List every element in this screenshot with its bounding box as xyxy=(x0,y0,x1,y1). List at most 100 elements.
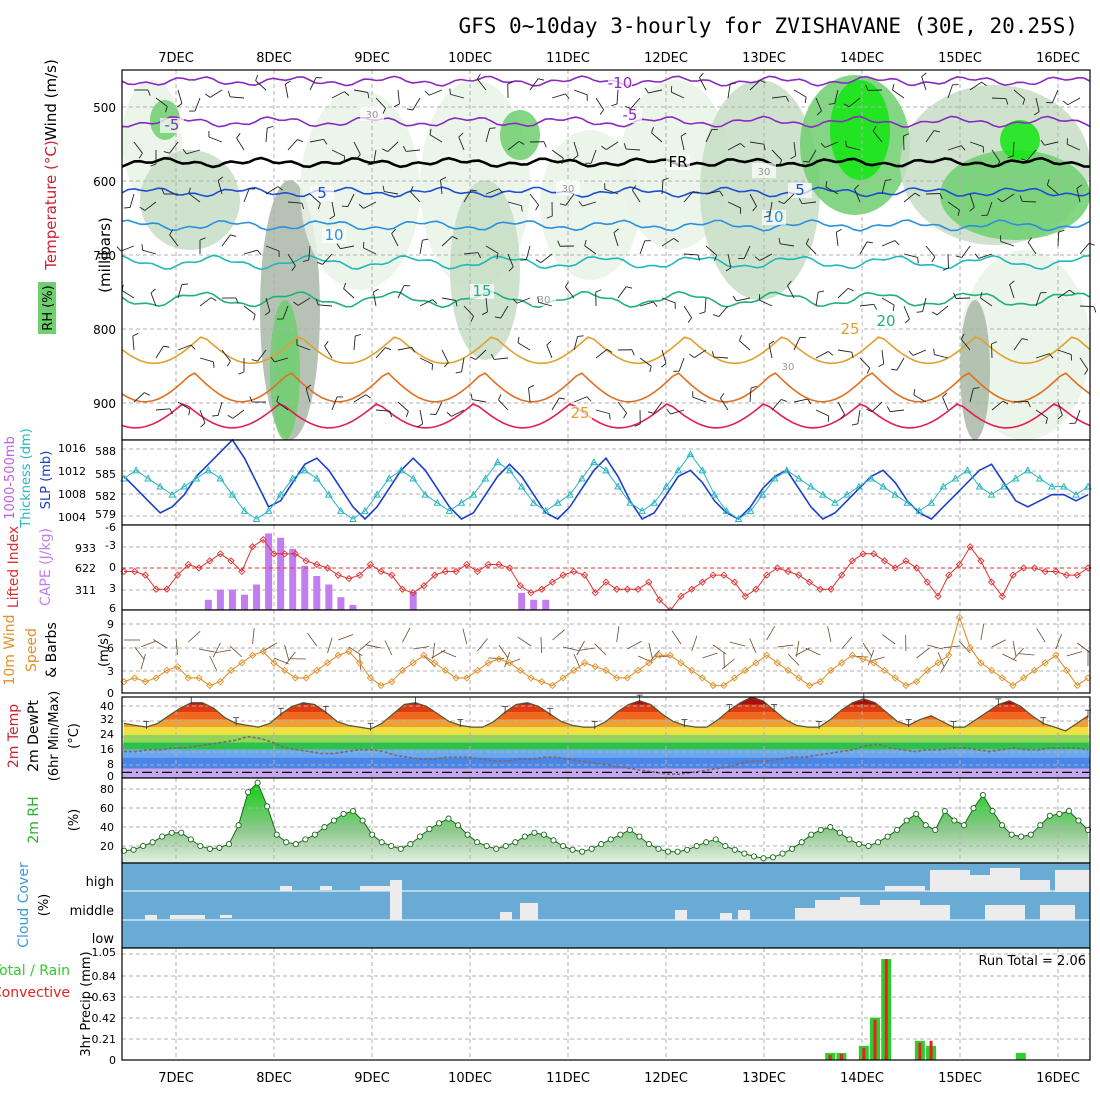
wind10-barb xyxy=(441,650,457,658)
rh-marker xyxy=(464,831,471,838)
wind10-barb xyxy=(175,639,178,656)
rh-marker xyxy=(769,854,777,861)
wind-barb-flag xyxy=(535,259,542,264)
contour-label-bg xyxy=(752,163,776,178)
wind-barb xyxy=(759,299,773,307)
wind-barb xyxy=(683,191,694,203)
date-top: 15DEC xyxy=(938,51,982,66)
rh-marker xyxy=(302,836,309,843)
y-tick-right: 1016 xyxy=(58,442,86,455)
wind10-marker xyxy=(291,674,300,682)
wind-barb xyxy=(947,84,953,99)
wind10-marker xyxy=(623,674,632,682)
wind10-barb xyxy=(795,640,800,657)
lifted-marker xyxy=(238,567,246,576)
wind10-marker xyxy=(206,681,214,690)
date-bottom: 7DEC xyxy=(158,1071,194,1086)
wind-barb xyxy=(155,97,168,107)
wind-barb xyxy=(595,409,610,415)
wind10-marker xyxy=(1030,666,1039,675)
wind-barb xyxy=(1079,242,1090,255)
wind10-barb xyxy=(563,646,579,651)
wind-barb-flag xyxy=(344,91,350,96)
y-tick: 500 xyxy=(93,101,116,115)
rh-marker xyxy=(960,822,967,829)
thickness-marker xyxy=(722,506,731,514)
wind-barb-flag xyxy=(845,140,847,147)
wind-barb xyxy=(683,253,698,256)
wind-barb xyxy=(1057,401,1063,416)
wind-barb-flag xyxy=(623,143,627,150)
wind-barb-flag xyxy=(921,72,927,78)
wind-barb xyxy=(322,253,333,265)
wind10-marker xyxy=(730,674,739,682)
contour-label-bg xyxy=(470,284,494,299)
wind-barb-flag xyxy=(512,298,518,304)
date-top: 11DEC xyxy=(546,51,590,66)
wind-barb-flag xyxy=(687,317,692,323)
lifted-marker xyxy=(377,567,385,576)
wind-barb-flag xyxy=(255,74,259,81)
wind-barb-flag xyxy=(116,246,122,252)
wind10-marker xyxy=(1073,681,1081,690)
wind-barb xyxy=(397,285,405,299)
thickness-marker xyxy=(349,514,357,522)
cape-bar xyxy=(530,599,538,610)
wind-barb xyxy=(372,292,377,307)
cloud-level: middle xyxy=(70,904,114,919)
wind-barb xyxy=(463,252,478,255)
wind-barb xyxy=(507,141,520,151)
lifted-marker xyxy=(152,585,160,593)
wind-barb-flag xyxy=(355,333,362,337)
thickness-marker xyxy=(758,490,767,498)
wind-barb-flag xyxy=(517,336,520,343)
thickness-marker xyxy=(638,506,646,514)
wind-barb-flag xyxy=(820,142,826,148)
wind-barb xyxy=(727,253,732,268)
cloud-cell xyxy=(840,897,860,920)
wind-barb xyxy=(661,297,676,304)
wind-barb xyxy=(133,141,143,154)
wind-barb xyxy=(793,141,797,156)
wind-barb xyxy=(441,236,453,247)
lifted-marker xyxy=(334,571,342,579)
mb-label: (millibars) xyxy=(96,217,114,293)
wind-barb-flag xyxy=(139,206,146,211)
wind-barb-flag xyxy=(697,254,701,261)
wind10-barb xyxy=(552,629,565,641)
wind-barb xyxy=(169,234,179,247)
wind-barb-flag xyxy=(236,133,241,139)
lifted-marker xyxy=(538,585,546,593)
rh-marker xyxy=(999,822,1006,829)
wind-barb xyxy=(749,193,757,207)
wind10-marker xyxy=(902,681,910,690)
lifted-marker xyxy=(516,582,524,590)
cloud-cell xyxy=(1040,905,1075,920)
thickness-marker xyxy=(553,498,562,506)
wind-barb-flag xyxy=(914,192,921,197)
wind-barb-flag xyxy=(904,318,910,324)
y-tick: 0 xyxy=(107,770,114,783)
wind10-marker xyxy=(548,681,557,690)
wind-barb xyxy=(881,240,896,247)
wind-barb xyxy=(1021,200,1037,203)
wind10-marker xyxy=(795,674,803,682)
cloud-level: low xyxy=(92,932,115,947)
wind-barb-flag xyxy=(169,408,174,415)
contour-label-bg xyxy=(568,406,592,421)
wind-barb-flag xyxy=(644,87,649,94)
wind-barb xyxy=(440,180,443,195)
wind-barb xyxy=(783,193,795,205)
wind-barb-flag xyxy=(561,158,564,165)
rh-marker xyxy=(455,822,462,829)
y-tick-right: 622 xyxy=(75,562,96,575)
wind-barb xyxy=(177,401,191,410)
contour-label: 25 xyxy=(840,320,859,338)
wind10-marker xyxy=(827,666,835,675)
wind-barb-flag xyxy=(227,414,234,419)
wind10-marker xyxy=(591,662,599,671)
cloud-cell xyxy=(1055,870,1090,892)
lifted-marker xyxy=(591,589,599,597)
cape-bar xyxy=(204,599,212,610)
rh-shade xyxy=(1000,120,1040,160)
